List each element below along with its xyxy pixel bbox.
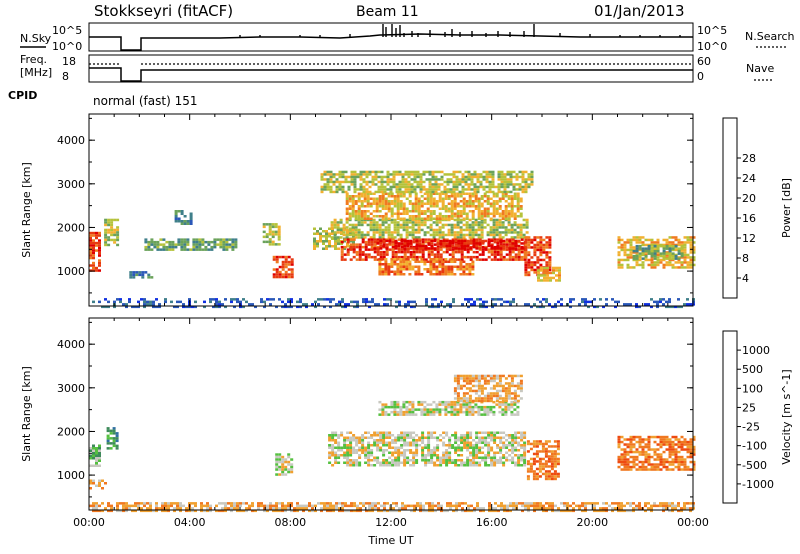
xtick-4: 16:00 bbox=[476, 516, 508, 529]
xtick-3: 12:00 bbox=[375, 516, 407, 529]
velocity-panel-ytick-3: 4000 bbox=[57, 338, 85, 351]
date-title: 01/Jan/2013 bbox=[594, 2, 685, 20]
nave-tick-bottom: 0 bbox=[697, 70, 704, 83]
velocity-panel-ytick-1: 2000 bbox=[57, 425, 85, 438]
xtick-2: 08:00 bbox=[274, 516, 306, 529]
velocity-panel: 1000 2000 3000 4000 Slant Range [km] bbox=[20, 317, 696, 513]
velocity-panel-cbar-label: Velocity [m s^-1] bbox=[780, 369, 793, 464]
station-title: Stokkseyri (fitACF) bbox=[94, 2, 234, 20]
power-panel-cbar-tick-2: 12 bbox=[742, 232, 756, 245]
power-panel-cells bbox=[89, 170, 696, 309]
nsky-panel bbox=[88, 22, 694, 52]
xtick-5: 20:00 bbox=[576, 516, 608, 529]
freq-unit: [MHz] bbox=[20, 66, 52, 79]
velocity-panel-ytick-2: 3000 bbox=[57, 382, 85, 395]
nave-label: Nave bbox=[746, 62, 774, 75]
nsky-line bbox=[89, 33, 693, 51]
xtick-1: 04:00 bbox=[174, 516, 206, 529]
power-panel-cbar-tick-4: 20 bbox=[742, 192, 756, 205]
velocity-panel-cbar-tick-0: 1000 bbox=[742, 344, 770, 357]
velocity-panel-cbar-tick-1: 500 bbox=[742, 363, 763, 376]
power-panel-cbar-tick-6: 28 bbox=[742, 152, 756, 165]
power-panel-cbar-tick-3: 16 bbox=[742, 212, 756, 225]
velocity-panel-ytick-0: 1000 bbox=[57, 469, 85, 482]
xlabel: Time UT bbox=[367, 534, 413, 547]
freq-tick-top: 18 bbox=[62, 55, 76, 68]
xtick-6: 00:00 bbox=[677, 516, 709, 529]
freq-label: Freq. bbox=[20, 53, 47, 66]
power-panel-ylabel: Slant Range [km] bbox=[20, 162, 33, 258]
nave-tick-top: 60 bbox=[697, 55, 711, 68]
power-panel-cbar-label: Power [dB] bbox=[780, 178, 793, 238]
nsearch-tick-top: 10^5 bbox=[697, 24, 727, 37]
power-panel-cbar-tick-5: 24 bbox=[742, 172, 756, 185]
velocity-panel-cbar-tick-4: -25 bbox=[742, 421, 760, 434]
power-panel-cbar-tick-0: 4 bbox=[742, 272, 749, 285]
power-panel-ytick-0: 1000 bbox=[57, 265, 85, 278]
velocity-colorbar: 1000 500 100 25 -25 -100 -500 -1000 Velocity [m … bbox=[722, 330, 793, 504]
velocity-panel-ylabel: Slant Range [km] bbox=[20, 366, 33, 462]
cpid-value: normal (fast) 151 bbox=[93, 94, 197, 108]
velocity-panel-cbar-tick-7: -1000 bbox=[742, 478, 774, 491]
nsky-tick-bottom: 10^0 bbox=[52, 40, 82, 53]
power-panel-ytick-2: 3000 bbox=[57, 178, 85, 191]
nsearch-tick-bottom: 10^0 bbox=[697, 40, 727, 53]
power-panel: 1000 2000 3000 4000 Slant Range [km] bbox=[20, 113, 696, 309]
velocity-panel-cbar-tick-6: -500 bbox=[742, 459, 767, 472]
velocity-panel-cells bbox=[89, 374, 696, 513]
velocity-panel-cbar-tick-5: -100 bbox=[742, 440, 767, 453]
cpid-label: CPID bbox=[8, 89, 37, 102]
nsearch-label: N.Search bbox=[745, 30, 795, 43]
beam-title: Beam 11 bbox=[356, 4, 419, 20]
nsky-tick-top: 10^5 bbox=[52, 24, 82, 37]
freq-panel bbox=[88, 54, 694, 83]
power-panel-ytick-3: 4000 bbox=[57, 134, 85, 147]
nsky-label: N.Sky bbox=[20, 32, 52, 45]
velocity-panel-cbar-tick-3: 25 bbox=[742, 401, 756, 414]
time-axis: 00:00 04:00 08:00 12:00 16:00 20:00 00:00 Time … bbox=[73, 516, 709, 547]
power-panel-ytick-1: 2000 bbox=[57, 221, 85, 234]
xtick-0: 00:00 bbox=[73, 516, 105, 529]
power-colorbar: 4 8 12 16 20 24 28 Power [dB] bbox=[722, 117, 793, 299]
power-panel-cbar-tick-1: 8 bbox=[742, 252, 749, 265]
freq-tick-bottom: 8 bbox=[62, 70, 69, 83]
freq-line bbox=[89, 67, 693, 82]
velocity-panel-cbar-tick-2: 100 bbox=[742, 382, 763, 395]
